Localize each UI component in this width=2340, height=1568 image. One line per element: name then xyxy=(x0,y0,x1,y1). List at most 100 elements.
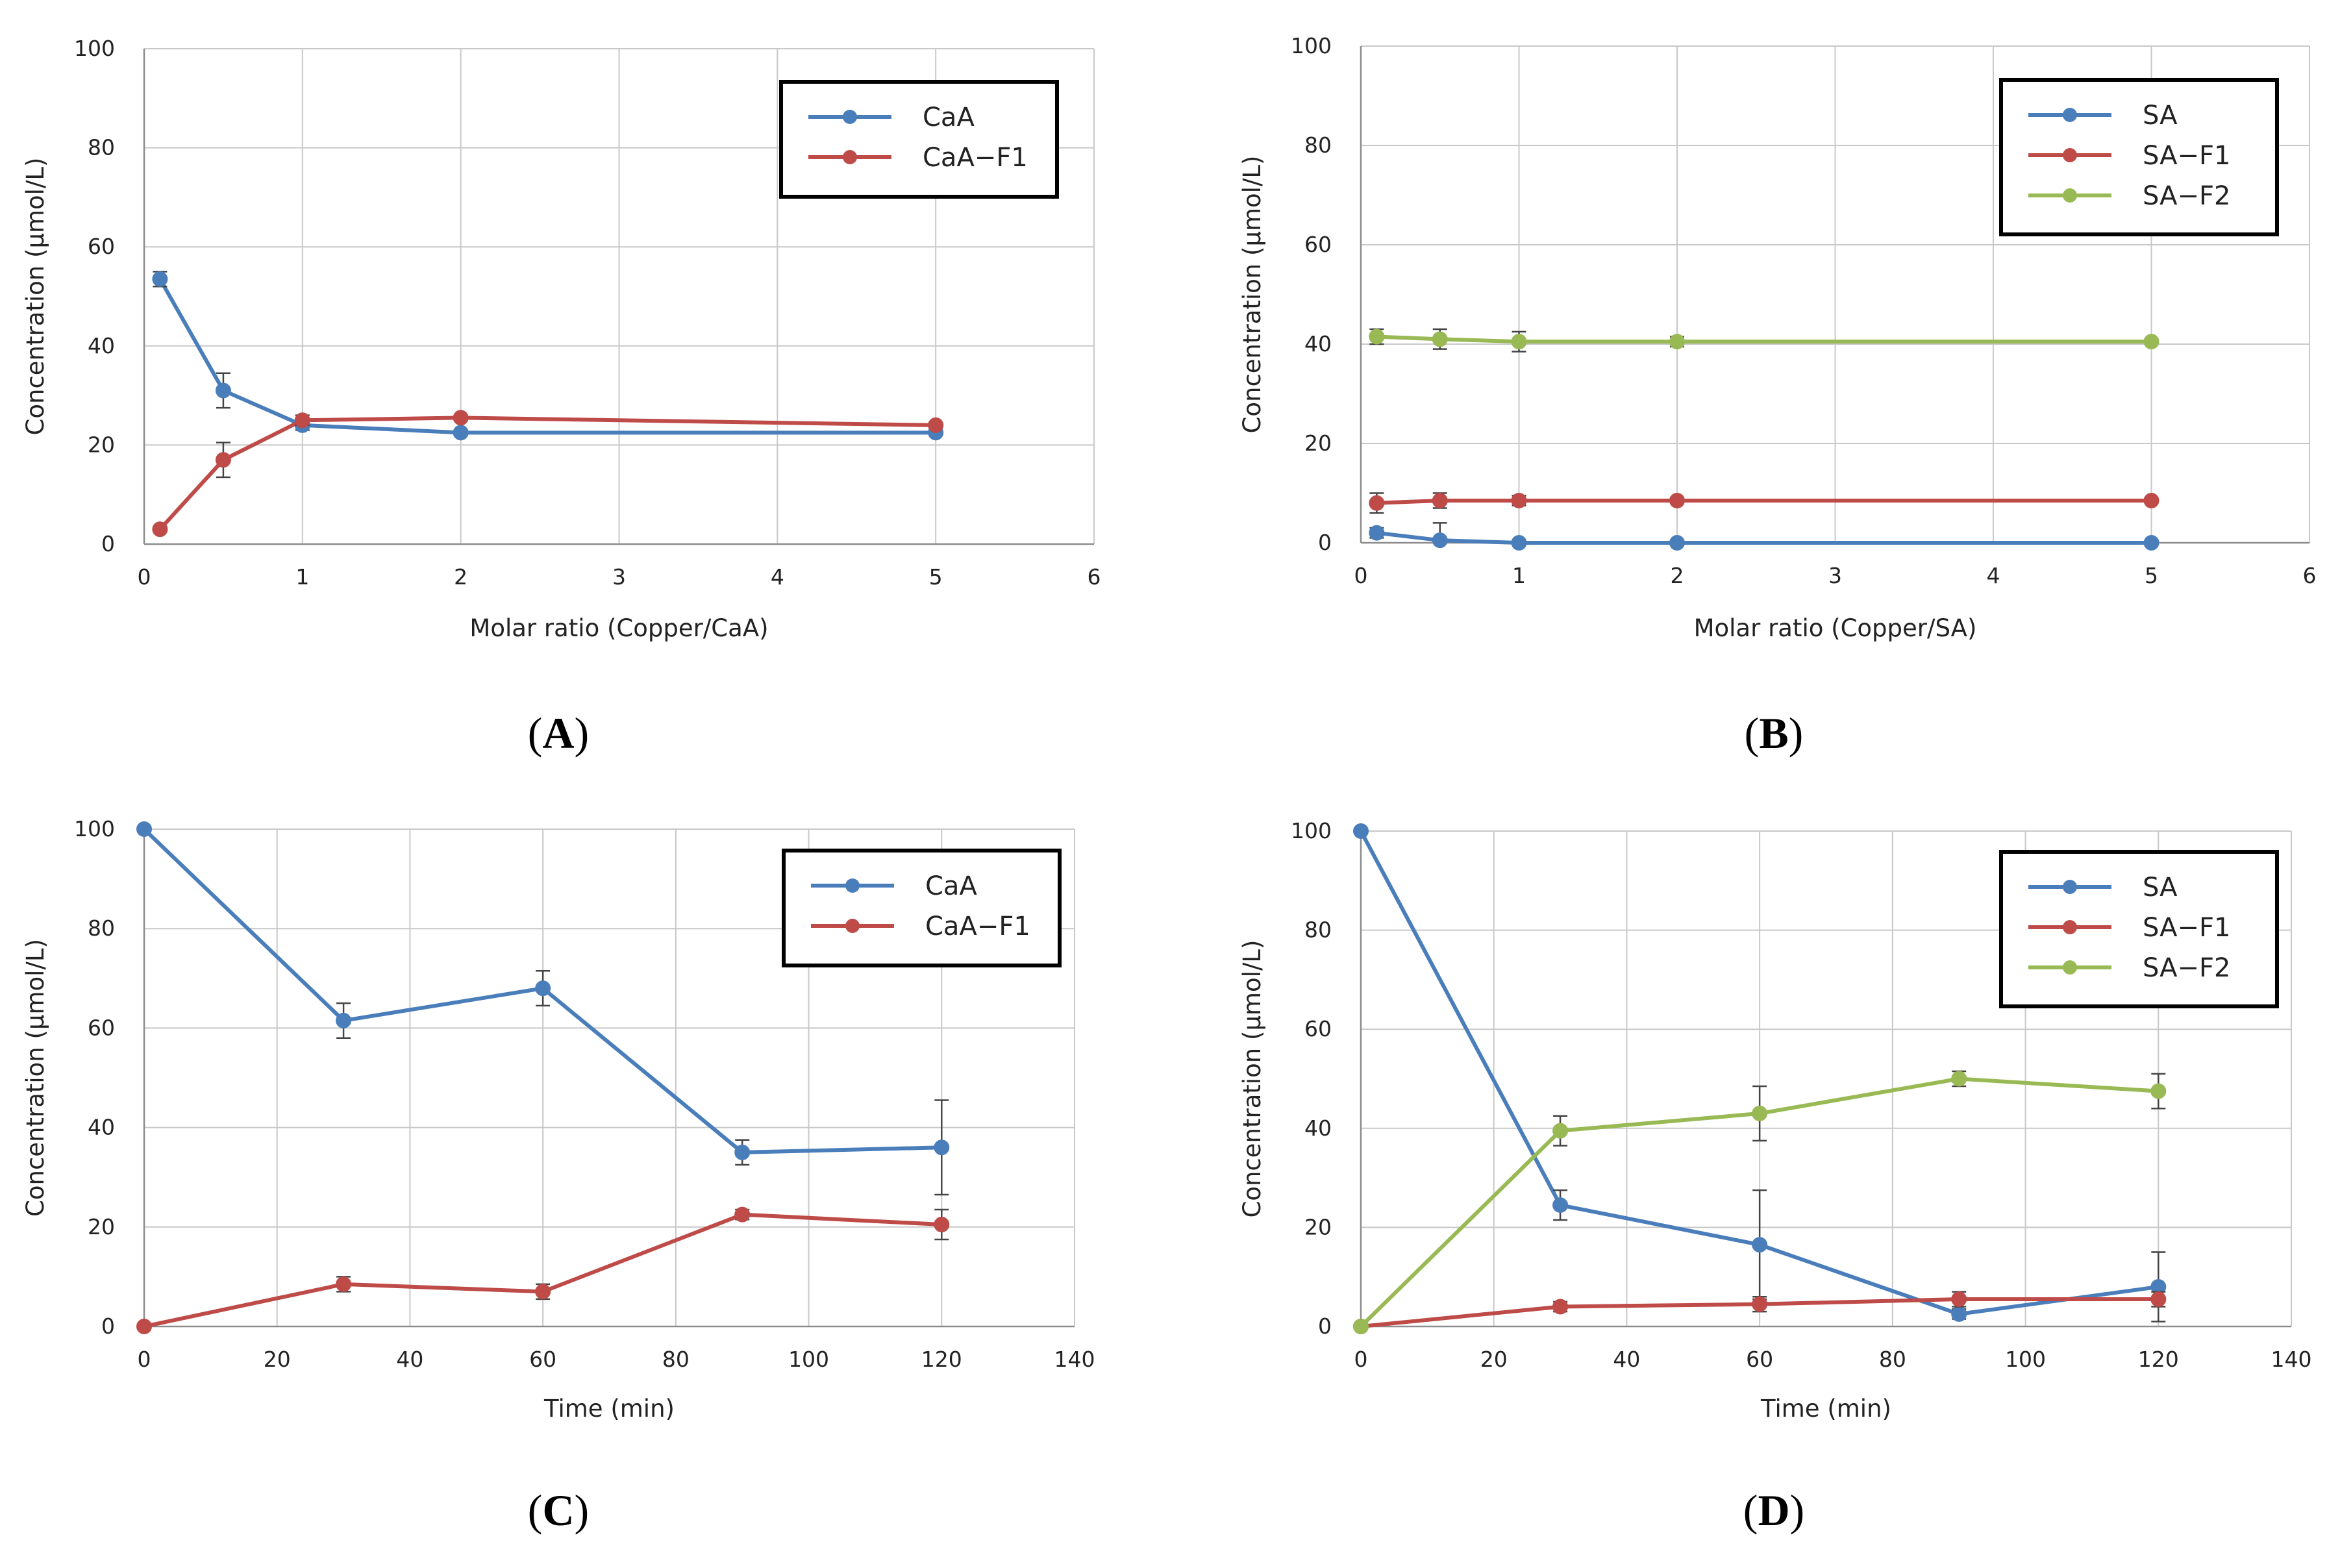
data-point xyxy=(1752,1105,1768,1121)
data-point xyxy=(1669,492,1685,508)
x-tick-label: 100 xyxy=(2005,1347,2046,1372)
data-point xyxy=(934,1139,950,1156)
legend-swatch-marker xyxy=(2063,188,2077,203)
series-line xyxy=(1376,498,2152,505)
x-tick-label: 0 xyxy=(1354,563,1368,588)
series-line xyxy=(1376,530,2152,545)
y-tick-label: 0 xyxy=(101,531,115,556)
x-tick-label: 20 xyxy=(1480,1347,1508,1372)
x-tick-label: 80 xyxy=(1879,1347,1906,1372)
x-axis-title: Molar ratio (Copper/CaA) xyxy=(469,614,768,642)
line-chart-c: 0 20 40 60 80 100 0 20 40 60 80 100 120 140 Time (min)… xyxy=(21,816,1095,1423)
y-axis-title: Concentration (μmol/L) xyxy=(21,939,49,1217)
x-axis-title: Time (min) xyxy=(1760,1395,1891,1423)
chart-panel-d: 0 20 40 60 80 100 0 20 40 60 80 100 120 140 Time (min)… xyxy=(1170,784,2340,1568)
legend-label: SA xyxy=(2143,873,2178,902)
x-tick-label: 0 xyxy=(1354,1347,1368,1372)
legend-label: CaA xyxy=(925,871,977,901)
y-tick-label: 60 xyxy=(88,234,115,259)
y-tick-label: 60 xyxy=(1304,232,1332,257)
data-point xyxy=(928,417,944,433)
x-tick-label: 40 xyxy=(1613,1347,1640,1372)
data-point xyxy=(1511,535,1527,551)
x-axis-title: Molar ratio (Copper/SA) xyxy=(1694,614,1977,642)
panel-label-b: (B) xyxy=(1744,708,1804,758)
legend: SA SA−F1 SA−F2 xyxy=(1999,78,2279,236)
legend-swatch-marker xyxy=(843,150,857,164)
series-1 xyxy=(152,410,944,538)
x-tick-label: 4 xyxy=(771,564,784,590)
series-1 xyxy=(1369,492,2160,514)
series-0 xyxy=(1353,823,2167,1323)
series-line xyxy=(158,278,936,435)
x-tick-label: 2 xyxy=(454,564,467,590)
data-point xyxy=(294,412,310,429)
data-point xyxy=(1511,492,1527,508)
data-point xyxy=(934,1216,950,1232)
x-axis-title: Time (min) xyxy=(543,1395,675,1423)
y-tick-label: 80 xyxy=(1304,132,1332,158)
data-point xyxy=(136,821,152,837)
data-point xyxy=(535,980,551,997)
data-point xyxy=(2150,1291,2167,1308)
data-point xyxy=(1369,329,1385,345)
series-0 xyxy=(136,821,950,1196)
data-point xyxy=(2143,535,2160,551)
data-point xyxy=(1669,334,1685,350)
chart-panel-b: 0 20 40 60 80 100 0 1 2 3 4 5 6 Molar ratio (Copper/S… xyxy=(1170,0,2340,784)
x-tick-label: 4 xyxy=(1987,563,2000,588)
x-tick-label: 3 xyxy=(1828,563,1842,588)
y-tick-label: 20 xyxy=(1304,1214,1332,1239)
data-point xyxy=(1552,1299,1569,1315)
series-2 xyxy=(1369,328,2160,353)
x-tick-label: 60 xyxy=(529,1347,556,1372)
legend-label: SA xyxy=(2143,101,2178,131)
legend-swatch-marker xyxy=(843,110,857,124)
y-tick-label: 100 xyxy=(74,816,115,841)
data-point xyxy=(1951,1306,1967,1322)
data-point xyxy=(453,410,469,426)
data-point xyxy=(1669,535,1685,551)
x-tick-label: 3 xyxy=(612,564,626,590)
y-tick-label: 100 xyxy=(74,36,115,61)
data-point xyxy=(215,452,231,468)
y-tick-label: 40 xyxy=(88,1115,115,1140)
data-point xyxy=(1353,1319,1369,1334)
x-tick-label: 140 xyxy=(2271,1347,2312,1372)
x-tick-label: 1 xyxy=(295,564,309,590)
data-point xyxy=(1552,1123,1569,1139)
x-tick-label: 5 xyxy=(2145,563,2158,588)
x-tick-label: 120 xyxy=(2138,1347,2179,1372)
series-0 xyxy=(152,271,944,441)
y-axis-title: Concentration (μmol/L) xyxy=(1238,156,1266,434)
x-tick-label: 5 xyxy=(929,564,943,590)
data-point xyxy=(2150,1083,2167,1099)
data-point xyxy=(2143,334,2160,350)
panel-label-c: (C) xyxy=(527,1486,590,1535)
y-tick-label: 40 xyxy=(1304,1115,1332,1141)
data-point xyxy=(152,271,168,287)
data-point xyxy=(1353,823,1369,839)
data-point xyxy=(734,1206,751,1223)
y-tick-label: 0 xyxy=(1318,1313,1332,1339)
y-tick-label: 0 xyxy=(1318,530,1332,555)
data-point xyxy=(1552,1197,1569,1213)
data-point xyxy=(336,1276,352,1292)
y-tick-label: 20 xyxy=(88,1214,115,1239)
y-tick-label: 100 xyxy=(1291,33,1332,58)
x-tick-label: 140 xyxy=(1054,1347,1095,1372)
panel-label-d: (D) xyxy=(1743,1486,1805,1535)
y-tick-label: 60 xyxy=(88,1015,115,1040)
line-chart-a: 0 20 40 60 80 100 0 1 2 3 4 5 6 Molar ratio (Copper/C… xyxy=(21,36,1101,642)
legend: CaA CaA−F1 xyxy=(779,80,1059,199)
series-1 xyxy=(136,1206,950,1334)
legend-label: CaA−F1 xyxy=(923,143,1028,173)
y-axis-title: Concentration (μmol/L) xyxy=(21,158,49,436)
x-tick-label: 1 xyxy=(1512,563,1526,588)
data-point xyxy=(453,425,469,441)
legend-swatch-marker xyxy=(2063,920,2077,934)
data-point xyxy=(1369,525,1385,541)
legend-label: CaA−F1 xyxy=(925,912,1030,941)
y-tick-label: 80 xyxy=(88,135,115,160)
legend-label: SA−F1 xyxy=(2143,141,2230,171)
